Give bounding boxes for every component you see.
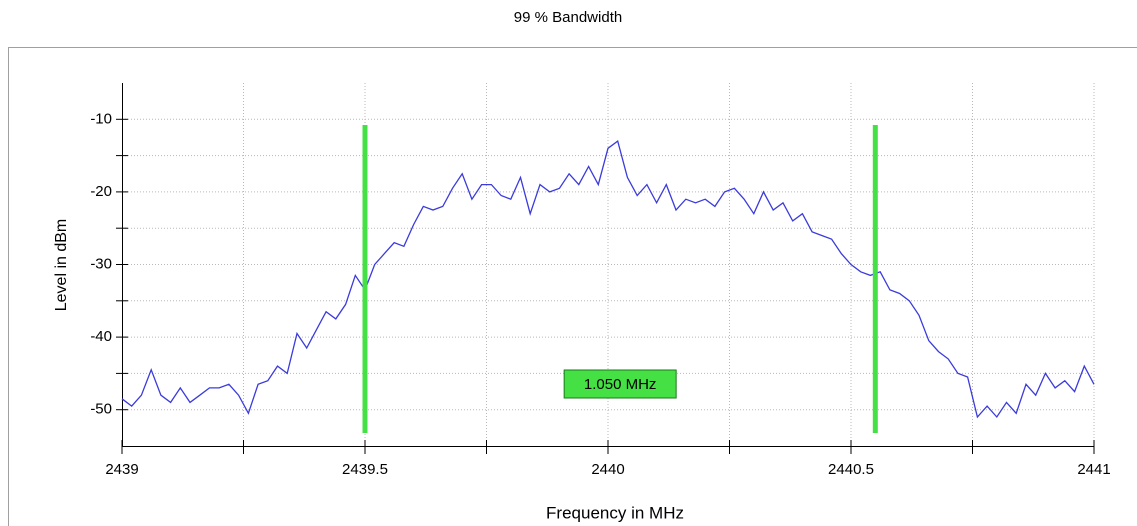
x-tick-label: 2439 [105,461,138,478]
annotation: 1.050 MHz [584,376,657,393]
trace [121,140,1095,419]
x-tick-label: 2440.5 [828,461,874,478]
chart-title: 99 % Bandwidth [514,9,622,26]
x-axis-label: Frequency in MHz [546,503,684,522]
y-tick-label: -20 [90,183,112,200]
y-tick-label: -10 [90,110,112,127]
x-tick-label: 2439.5 [342,461,388,478]
x-tick-label: 2441 [1077,461,1110,478]
x-tick-label: 2440 [591,461,624,478]
y-axis-label: Level in dBm [53,219,70,312]
y-tick-label: -30 [90,255,112,272]
y-tick-label: -40 [90,328,112,345]
y-tick-label: -50 [90,401,112,418]
annotation-box [563,369,677,399]
